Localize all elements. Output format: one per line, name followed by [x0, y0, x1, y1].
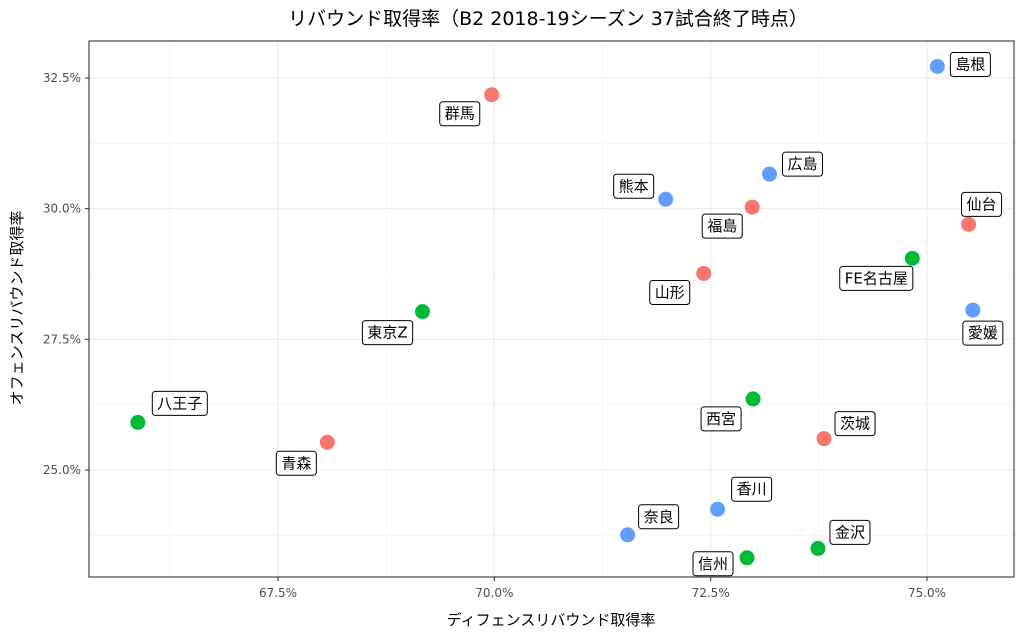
point-label-text: 奈良 — [644, 508, 674, 526]
scatter-point — [658, 191, 674, 207]
scatter-point — [745, 391, 761, 407]
point-label-text: 青森 — [281, 454, 311, 472]
scatter-point — [744, 199, 760, 215]
point-label: 金沢 — [829, 519, 871, 545]
x-tick-label: 75.0% — [908, 586, 946, 600]
point-label: FE名古屋 — [839, 265, 914, 291]
point-label: 信州 — [692, 551, 734, 577]
y-tick-label: 32.5% — [43, 71, 81, 85]
point-label-box — [649, 279, 691, 305]
point-label-text: 山形 — [655, 283, 685, 301]
point-label-box — [613, 173, 655, 199]
point-label: 奈良 — [638, 504, 680, 530]
point-label-text: 東京Z — [367, 324, 407, 342]
point-label-box — [701, 213, 743, 239]
y-axis-ticks: 25.0% 27.5% 30.0% 32.5% — [43, 71, 89, 477]
scatter-point — [484, 87, 500, 103]
point-label-box — [961, 191, 1003, 217]
point-label: 群馬 — [439, 101, 481, 127]
scatter-point — [929, 59, 945, 75]
scatter-point — [710, 501, 726, 517]
point-label: 茨城 — [834, 411, 876, 437]
y-tick-label: 25.0% — [43, 463, 81, 477]
point-label-text: 仙台 — [967, 195, 997, 213]
point-label-text: 信州 — [698, 555, 728, 573]
scatter-point — [904, 250, 920, 266]
point-label-box — [731, 476, 773, 502]
point-label-box — [275, 450, 317, 476]
point-label-text: FE名古屋 — [845, 269, 908, 287]
point-label-box — [439, 101, 481, 127]
point-label: 香川 — [731, 476, 773, 502]
scatter-point — [810, 540, 826, 556]
point-label-box — [829, 519, 871, 545]
point-label: 八王子 — [151, 390, 208, 416]
point-label-box — [700, 406, 742, 432]
scatter-point — [965, 302, 981, 318]
point-label-text: 金沢 — [835, 523, 865, 541]
point-label: 広島 — [782, 151, 824, 177]
scatter-point — [319, 434, 335, 450]
point-label-box — [151, 390, 208, 416]
scatter-point — [620, 527, 636, 543]
point-label-text: 福島 — [707, 217, 737, 235]
point-label: 青森 — [275, 450, 317, 476]
scatter-point — [816, 431, 832, 447]
point-label: 仙台 — [961, 191, 1003, 217]
point-label-text: 茨城 — [840, 415, 870, 433]
point-label-text: 西宮 — [706, 410, 736, 428]
y-tick-label: 30.0% — [43, 202, 81, 216]
point-label: 島根 — [949, 52, 991, 78]
point-label-box — [782, 151, 824, 177]
point-label-box — [638, 504, 680, 530]
scatter-point — [696, 265, 712, 281]
y-tick-label: 27.5% — [43, 332, 81, 346]
y-axis-title: オフェンスリバウンド取得率 — [8, 211, 26, 406]
chart-title: リバウンド取得率（B2 2018-19シーズン 37試合終了時点） — [288, 8, 808, 30]
point-label-text: 群馬 — [445, 105, 475, 123]
plot-panel-border — [88, 40, 1015, 578]
point-label: 福島 — [701, 213, 743, 239]
grid — [89, 41, 1014, 577]
point-label-text: 熊本 — [619, 177, 649, 195]
point-label-box — [361, 320, 414, 346]
point-label-box — [949, 52, 991, 78]
scatter-point — [739, 550, 755, 566]
point-label-text: 香川 — [737, 480, 767, 498]
scatter-point — [762, 166, 778, 182]
point-label-text: 愛媛 — [968, 324, 998, 342]
point-label-box — [834, 411, 876, 437]
point-label-text: 八王子 — [157, 394, 202, 412]
x-tick-label: 67.5% — [259, 586, 297, 600]
point-label: 西宮 — [700, 406, 742, 432]
point-label-box — [692, 551, 734, 577]
x-axis-ticks: 67.5% 70.0% 72.5% 75.0% — [259, 577, 946, 600]
point-label: 東京Z — [361, 320, 414, 346]
point-label: 山形 — [649, 279, 691, 305]
x-axis-title: ディフェンスリバウンド取得率 — [447, 611, 656, 629]
x-tick-label: 70.0% — [475, 586, 513, 600]
scatter-point — [961, 216, 977, 232]
scatter-point — [415, 304, 431, 320]
data-points — [130, 59, 981, 566]
point-label-text: 島根 — [955, 56, 985, 74]
point-label-box — [839, 265, 914, 291]
point-label: 熊本 — [613, 173, 655, 199]
x-tick-label: 72.5% — [692, 586, 730, 600]
point-label-box — [962, 320, 1004, 346]
point-label-text: 広島 — [788, 155, 818, 173]
scatter-point — [130, 414, 146, 430]
point-label: 愛媛 — [962, 320, 1004, 346]
